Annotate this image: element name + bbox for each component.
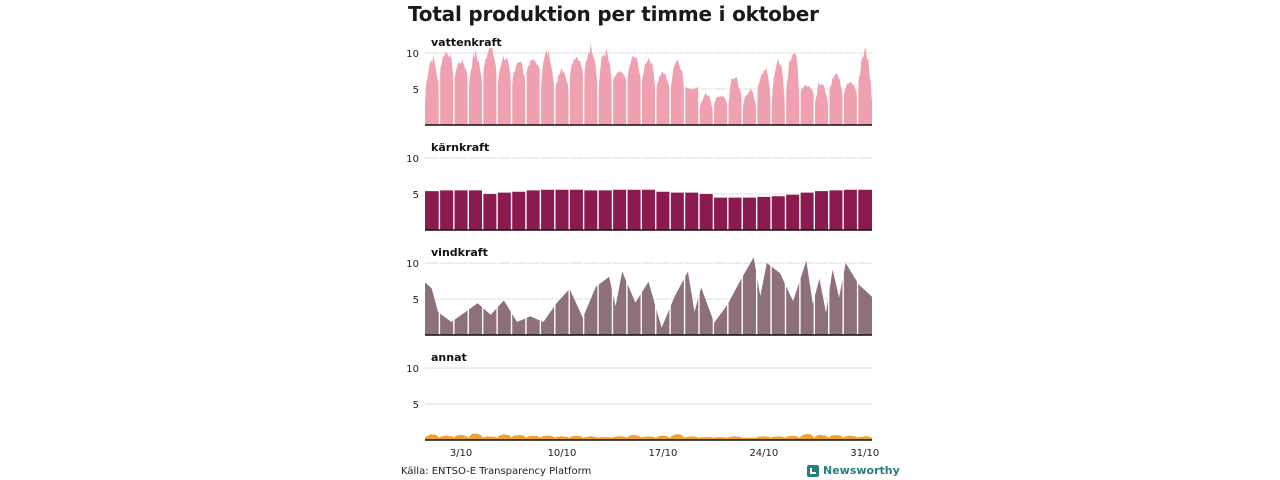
area-vattenkraft [425,42,872,125]
y-tick-label-10: 10 [406,364,419,375]
panel-label-annat: annat [431,351,467,364]
brand-name: Newsworthy [823,464,900,477]
brand: Newsworthy [807,464,900,477]
newsworthy-logo-icon [807,464,819,477]
x-tick-label: 3/10 [450,448,472,459]
y-tick-label-10: 10 [406,154,419,165]
source-note: Källa: ENTSO-E Transparency Platform [401,466,592,477]
panel-label-vattenkraft: vattenkraft [431,36,502,49]
y-tick-label-10: 10 [406,259,419,270]
panel-label-kärnkraft: kärnkraft [431,141,489,154]
y-tick-label-5: 5 [413,400,419,411]
x-tick-label: 31/10 [850,448,879,459]
area-vindkraft [425,257,872,335]
y-tick-label-5: 5 [413,295,419,306]
y-tick-label-5: 5 [413,190,419,201]
x-tick-label: 17/10 [649,448,678,459]
y-tick-label-10: 10 [406,49,419,60]
x-tick-label: 24/10 [749,448,778,459]
chart-title: Total produktion per timme i oktober [408,2,819,26]
area-kärnkraft [425,189,872,230]
panel-label-vindkraft: vindkraft [431,246,488,259]
x-tick-label: 10/10 [548,448,577,459]
y-tick-label-5: 5 [413,85,419,96]
area-annat [425,433,872,440]
